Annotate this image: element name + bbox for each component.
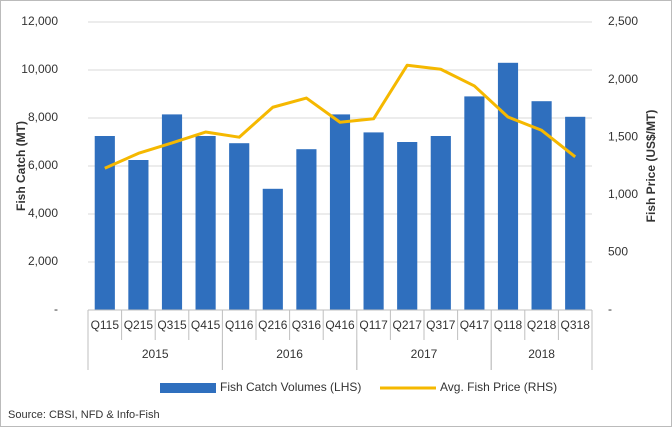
bar [262,188,283,310]
x-tick-label: Q217 [393,318,423,332]
group-label: 2015 [142,347,169,361]
bar [363,132,384,310]
bar [497,62,519,310]
y2-tick-label: 2,500 [608,14,638,28]
group-label: 2016 [276,347,303,361]
y2-tick-label: 1,000 [608,187,638,201]
y-tick-label: 6,000 [28,158,58,172]
y2-tick-label: - [608,302,612,316]
x-tick-label: Q316 [292,318,322,332]
x-tick-label: Q115 [91,318,120,332]
x-tick-label: Q218 [527,318,557,332]
x-tick-label: Q117 [359,318,388,332]
bar [531,101,552,310]
y-tick-label: 12,000 [21,14,58,28]
x-tick-label: Q416 [325,318,355,332]
y-tick-label: 2,000 [28,254,58,268]
bar [464,96,485,311]
group-label: 2018 [528,347,555,361]
bar [565,116,586,310]
y-tick-label: 8,000 [28,110,58,124]
x-tick-label: Q315 [157,318,187,332]
group-label: 2017 [411,347,438,361]
y-tick-label: 4,000 [28,206,58,220]
y2-tick-label: 2,000 [608,72,638,86]
source-note: Source: CBSI, NFD & Info-Fish [8,409,160,421]
x-tick-label: Q116 [225,318,254,332]
bar [229,143,250,310]
legend-swatch [160,383,216,393]
bar [296,149,317,310]
x-tick-label: Q318 [561,318,591,332]
bar [195,136,216,310]
x-tick-label: Q215 [124,318,154,332]
x-tick-label: Q317 [426,318,456,332]
y2-axis-title: Fish Price (US$/MT) [644,110,658,223]
y-tick-label: 10,000 [21,62,58,76]
x-tick-label: Q118 [494,318,523,332]
x-tick-label: Q417 [460,318,490,332]
bar [94,136,115,310]
bar [397,142,418,310]
bar [430,136,451,310]
y2-tick-label: 500 [608,245,628,259]
legend-label: Avg. Fish Price (RHS) [440,380,557,394]
bar [329,114,351,311]
y-tick-label: - [54,302,58,316]
bar [128,160,149,310]
bar [161,114,183,311]
legend-label: Fish Catch Volumes (LHS) [220,380,361,394]
y-axis-title: Fish Catch (MT) [14,121,28,211]
x-tick-label: Q216 [258,318,288,332]
price-line [104,63,577,170]
y2-tick-label: 1,500 [608,129,638,143]
x-tick-label: Q415 [191,318,221,332]
